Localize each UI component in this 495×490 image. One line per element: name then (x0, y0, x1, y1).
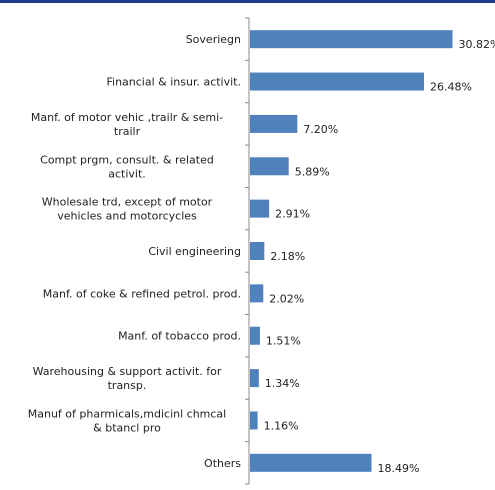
value-label: 26.48% (430, 81, 472, 94)
category-label-line: Manf. of tobacco prod. (118, 330, 241, 343)
bar (250, 242, 265, 260)
category-label-line: Manuf of pharmicals,mdicinl chmcal (28, 407, 226, 420)
category-label-line: vehicles and motorcycles (57, 210, 197, 223)
bar (250, 30, 453, 49)
bar (250, 114, 298, 133)
value-label: 1.16% (264, 419, 299, 432)
category-label-line: & btancl pro (93, 421, 161, 434)
category-label-line: Warehousing & support activit. for (33, 365, 222, 378)
category-label: Manf. of motor vehic ,trailr & semi-trai… (31, 111, 223, 138)
category-label-line: Others (204, 457, 241, 470)
category-label-line: transp. (108, 379, 147, 392)
bar (250, 369, 259, 388)
category-label-line: Manf. of motor vehic ,trailr & semi- (31, 111, 223, 124)
category-label-line: Civil engineering (148, 245, 241, 258)
value-label: 18.49% (378, 462, 420, 475)
category-label-line: Manf. of coke & refined petrol. prod. (43, 287, 241, 300)
category-label: Soveriegn (186, 33, 241, 46)
value-label: 5.89% (295, 165, 330, 178)
category-label: Others (204, 457, 241, 470)
category-label: Manf. of coke & refined petrol. prod. (43, 287, 241, 300)
bar (250, 157, 289, 176)
value-label: 2.91% (275, 208, 310, 221)
bar (250, 284, 264, 303)
bar (250, 72, 425, 91)
value-label: 1.51% (266, 335, 301, 348)
bar (250, 199, 270, 218)
value-label: 2.18% (270, 250, 305, 263)
category-label-line: Wholesale trd, except of motor (42, 196, 213, 209)
category-label-line: Soveriegn (186, 33, 241, 46)
category-label-line: activit. (108, 167, 146, 180)
bar (250, 453, 372, 472)
category-label-line: Compt prgm, consult. & related (40, 153, 214, 166)
category-label: Wholesale trd, except of motor vehicles a… (42, 196, 213, 223)
bar (250, 411, 258, 430)
value-label: 1.34% (265, 377, 300, 390)
category-label: Manuf of pharmicals,mdicinl chmcal & btan… (28, 407, 226, 434)
bar (250, 326, 260, 345)
category-label: Financial & insur. activit. (106, 76, 241, 89)
category-label: Manf. of tobacco prod. (118, 330, 241, 343)
category-label: Civil engineering (148, 245, 241, 258)
top-border-line (0, 0, 495, 3)
category-label: Warehousing & support activit. for transp… (33, 365, 222, 392)
value-label: 2.02% (269, 292, 304, 305)
value-label: 7.20% (303, 123, 338, 136)
category-label-line: trailr (114, 125, 141, 138)
category-label: Compt prgm, consult. & related activit. (40, 153, 214, 180)
category-label-line: Financial & insur. activit. (106, 76, 241, 89)
value-label: 30.82% (459, 38, 495, 51)
